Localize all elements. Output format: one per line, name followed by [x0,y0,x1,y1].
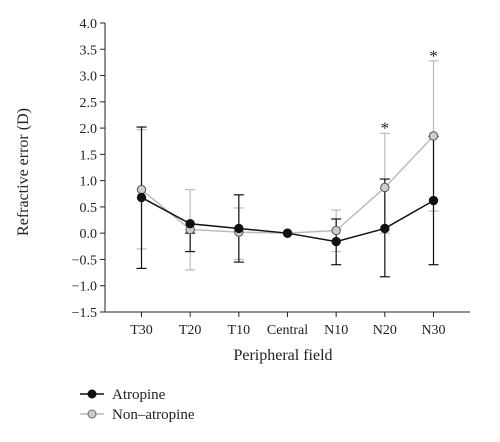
point-atropine [136,192,147,203]
point-non-atropine [331,225,341,236]
point-atropine [282,228,293,238]
y-tick-label: 1.5 [80,148,98,163]
x-tick-label: N30 [421,323,445,338]
point-atropine [331,236,341,247]
annotations: ** [381,46,438,137]
y-tick-label: 2.5 [80,96,98,111]
legend-atropine-label: Atropine [112,387,166,403]
y-tick-label: −0.5 [72,253,97,268]
y-tick-label: 1.0 [80,175,98,190]
x-tick-label: N10 [324,323,348,338]
x-tick-label: T30 [130,323,153,338]
significance-marker: * [381,118,390,137]
x-tick-label: T20 [179,323,202,338]
legend-non-atropine-marker [87,409,97,419]
y-tick-label: 2.0 [80,122,98,137]
y-tick-label: 0.5 [80,201,98,216]
y-axis-label: Refractive error (D) [15,108,32,236]
x-tick-label: N20 [373,323,397,338]
legend-atropine-marker [87,389,97,399]
y-tick-label: −1.5 [72,306,97,321]
error-bars [136,60,439,278]
point-non-atropine [136,184,147,195]
point-atropine [234,223,244,234]
data-points [136,131,439,247]
series-line-non-atropine [141,135,435,234]
y-tick-label: 0.0 [80,227,98,242]
x-axis-label: Peripheral field [233,347,332,364]
point-non-atropine [428,131,439,141]
point-atropine [185,219,195,229]
point-atropine [428,195,439,206]
significance-marker: * [429,46,438,65]
y-tick-label: −1.0 [72,280,97,295]
y-tick-label: 3.0 [80,70,98,85]
axes: 4.0 3.5 3.0 2.5 2.0 1.5 1.0 0.5 0.0 −0.5 −1.0 −1.5 T… [72,17,470,338]
legend: Atropine Non–atropine [80,387,195,423]
legend-non-atropine-label: Non–atropine [112,407,195,423]
y-tick-label: 3.5 [80,43,98,58]
y-tick-label: 4.0 [80,17,98,32]
point-atropine [380,223,390,234]
x-tick-label: Central [267,323,308,338]
point-non-atropine [380,182,390,193]
series-lines [141,135,435,243]
x-tick-label: T10 [228,323,251,338]
